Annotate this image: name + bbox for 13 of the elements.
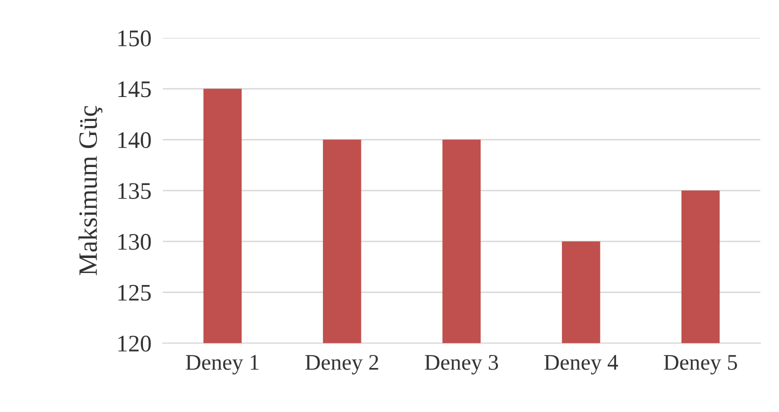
- x-tick-label: Deney 5: [664, 355, 738, 374]
- y-axis-title: Maksimum Güç: [78, 106, 102, 276]
- x-tick-label: Deney 1: [186, 354, 259, 374]
- y-tick-label: 140: [118, 132, 151, 148]
- x-tick-label: Deney 2: [305, 354, 378, 374]
- y-tick-label: 150: [118, 30, 151, 46]
- x-tick-label: Deney 4: [544, 355, 618, 374]
- y-tick-label: 135: [118, 183, 151, 199]
- y-tick-label: 120: [118, 336, 151, 352]
- y-tick-label: 130: [118, 234, 151, 250]
- y-tick-label: 125: [118, 284, 151, 301]
- y-tick-label: 145: [118, 81, 151, 98]
- x-tick-label: Deney 3: [424, 354, 498, 374]
